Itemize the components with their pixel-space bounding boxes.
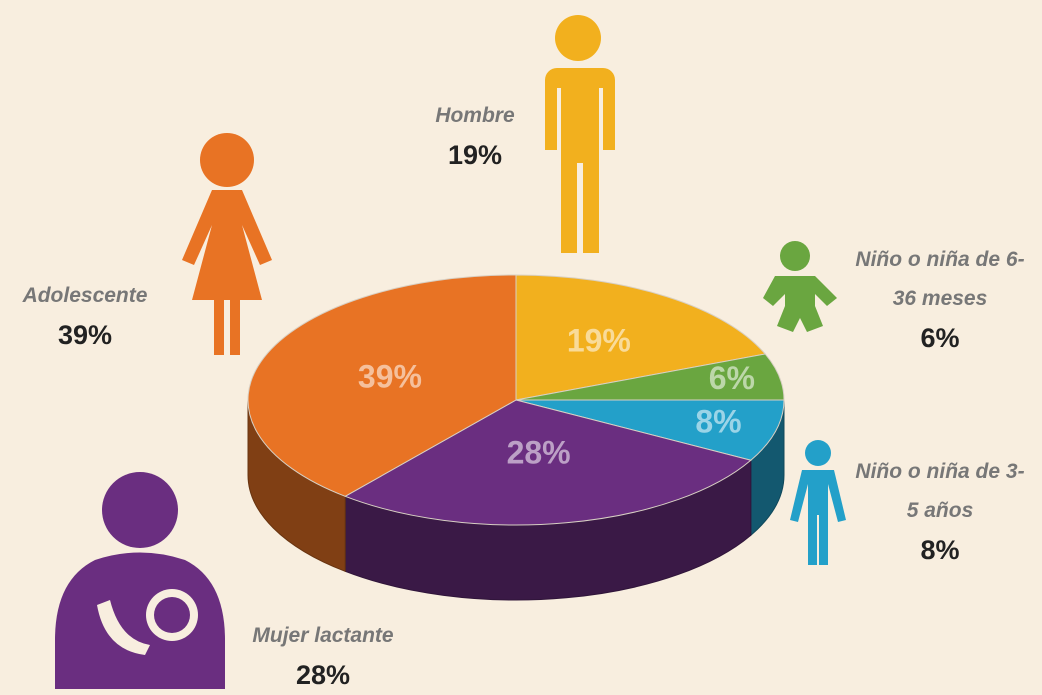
- slice: [344, 399, 752, 526]
- category-value: 8%: [920, 535, 960, 565]
- category-value: 28%: [295, 660, 351, 690]
- category-label: Adolescente 39%: [0, 276, 180, 355]
- mother-icon: [55, 472, 225, 689]
- category-label: Hombre 19%: [380, 96, 570, 175]
- slice: [247, 274, 517, 497]
- category-label: Niño o niña de 6-36 meses 6%: [850, 240, 1030, 358]
- man-icon: [545, 15, 615, 253]
- slice-label: 28%: [507, 435, 571, 471]
- category-value: 39%: [57, 320, 113, 350]
- category-label: Niño o niña de 3-5 años 8%: [850, 452, 1030, 570]
- pie: 19% 6% 8% 28% 39%: [247, 274, 785, 601]
- category-value: 19%: [447, 140, 503, 170]
- slice-label: 8%: [695, 404, 741, 440]
- category-name: Niño o niña de 6-36 meses: [855, 248, 1025, 310]
- category-name: Adolescente: [22, 284, 148, 307]
- baby-icon: [763, 241, 837, 332]
- icons: [55, 15, 846, 689]
- category-label: Mujer lactante 28%: [228, 616, 418, 695]
- category-name: Niño o niña de 3-5 años: [855, 460, 1025, 522]
- slice: [515, 274, 767, 401]
- category-name: Mujer lactante: [252, 624, 394, 647]
- slice-label: 39%: [358, 358, 422, 394]
- slice-label: 19%: [567, 323, 631, 359]
- category-name: Hombre: [435, 104, 515, 127]
- slice-label: 6%: [709, 360, 755, 396]
- child-icon: [790, 440, 846, 565]
- slice: [515, 399, 785, 461]
- girl-icon: [182, 133, 272, 355]
- category-value: 6%: [920, 323, 960, 353]
